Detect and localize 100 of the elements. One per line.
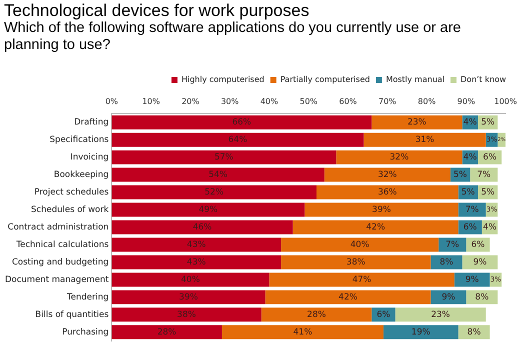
data-label: 6% [471, 240, 485, 250]
y-tick-label: Purchasing [62, 327, 109, 338]
data-label: 8% [467, 327, 481, 338]
data-label: 7% [446, 240, 460, 250]
bar [222, 325, 384, 340]
bar [383, 325, 458, 340]
data-label: 9% [465, 274, 479, 285]
bar [112, 132, 364, 147]
data-label: 57% [214, 152, 234, 163]
bar [112, 185, 316, 200]
bar [336, 150, 462, 164]
data-label: 52% [204, 187, 224, 198]
data-label: 5% [461, 187, 475, 198]
bar [304, 202, 458, 217]
bar [430, 290, 466, 304]
y-tick-label: Technical calculations [15, 240, 110, 250]
data-label: 8% [475, 292, 489, 302]
data-label: 42% [366, 222, 386, 232]
x-tick-label: 0% [105, 96, 118, 106]
data-label: 41% [293, 327, 312, 338]
data-label: 5% [481, 187, 495, 198]
bar [112, 290, 266, 304]
bar [462, 255, 498, 270]
data-label: 40% [350, 240, 370, 250]
y-tick-label: Costing and budgeting [12, 257, 109, 268]
x-tick-label: 20% [182, 96, 200, 106]
data-label: 23% [407, 118, 426, 128]
bar [112, 168, 324, 182]
bar [261, 308, 372, 322]
data-label: 43% [186, 240, 206, 250]
y-tick-label: Drafting [74, 118, 109, 128]
data-label: 8% [440, 257, 454, 268]
bar [292, 220, 458, 234]
data-label: 39% [372, 204, 391, 215]
data-label: 6% [483, 152, 497, 163]
data-label: 39% [179, 292, 198, 302]
bar [112, 308, 262, 322]
data-label: 19% [411, 327, 430, 338]
data-label: 32% [378, 170, 397, 180]
bar [112, 115, 372, 130]
chart-subtitle: Which of the following software applications do you currently use or are planning to use? [4, 20, 462, 54]
bar [316, 185, 458, 200]
data-label: 49% [198, 204, 218, 215]
bar [454, 272, 490, 287]
data-label: 31% [415, 135, 434, 146]
x-tick-label: 10% [142, 96, 160, 106]
data-label: 36% [378, 187, 397, 198]
y-tick-label: Document management [4, 274, 110, 285]
bar [112, 202, 305, 217]
bar [112, 220, 293, 234]
data-label: 43% [186, 257, 206, 268]
legend-label: Partially computerised [280, 75, 370, 84]
data-label: 4% [463, 152, 477, 163]
bar [281, 255, 431, 270]
y-tick-label: Contract administration [8, 222, 109, 232]
legend-label: Don’t know [460, 75, 506, 84]
data-label: 6% [463, 222, 477, 232]
chart-title: Technological devices for work purposes [4, 1, 310, 20]
legend-label: Highly computerised [181, 75, 264, 84]
x-tick-label: 30% [220, 96, 240, 106]
bar [269, 272, 454, 287]
data-label: 40% [181, 274, 200, 285]
data-label: 38% [346, 257, 366, 268]
data-label: 32% [390, 152, 409, 163]
bar [281, 238, 439, 252]
data-label: 5% [481, 118, 495, 128]
data-label: 42% [338, 292, 358, 302]
bar [372, 115, 462, 130]
bar [112, 272, 270, 287]
x-tick-label: 90% [457, 96, 476, 106]
data-label: 54% [208, 170, 228, 180]
y-tick-label: Bookkeeping [54, 170, 109, 180]
data-label: 64% [228, 135, 248, 146]
x-tick-label: 80% [418, 96, 436, 106]
data-label: 28% [307, 310, 326, 320]
data-label: 47% [352, 274, 372, 285]
y-tick-label: Specifications [50, 135, 110, 146]
data-label: 38% [177, 310, 196, 320]
bar [364, 132, 486, 147]
x-tick-label: 60% [339, 96, 358, 106]
y-tick-label: Invoicing [70, 152, 109, 163]
bar [112, 325, 222, 340]
bar [395, 308, 486, 322]
x-tick-label: 40% [260, 96, 279, 106]
bar [112, 255, 282, 270]
data-label: 4% [463, 118, 477, 128]
data-label: 9% [442, 292, 456, 302]
data-label: 4% [483, 222, 497, 232]
y-tick-label: Project schedules [34, 187, 110, 198]
data-label: 9% [473, 257, 487, 268]
bar [265, 290, 431, 304]
data-label: 28% [157, 327, 176, 338]
y-tick-label: Schedules of work [31, 204, 109, 215]
data-label: 46% [192, 222, 212, 232]
bar [112, 238, 282, 252]
x-tick-label: 100% [494, 96, 518, 106]
legend-label: Mostly manual [386, 75, 445, 84]
y-tick-label: Tendering [66, 292, 109, 302]
x-tick-label: 70% [378, 96, 397, 106]
data-label: 7% [465, 204, 479, 215]
